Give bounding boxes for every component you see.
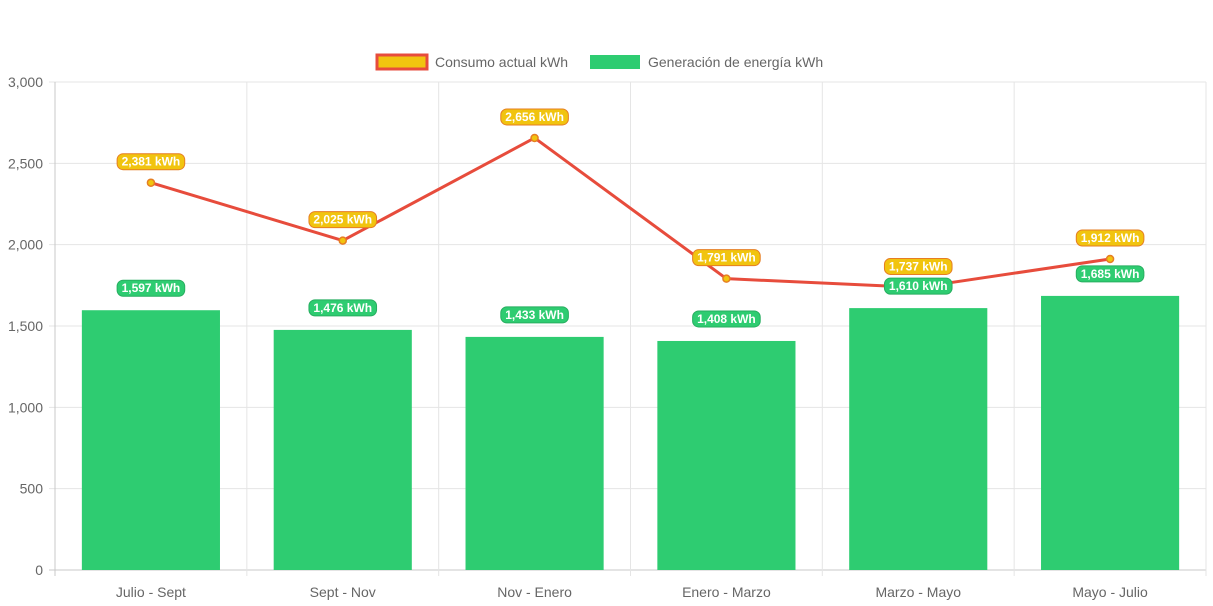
legend-swatch-consumo [375, 53, 429, 71]
y-tick-label: 1,000 [8, 399, 43, 415]
bar-data-label-text: 1,433 kWh [505, 308, 564, 322]
bar-data-label-bg [500, 306, 569, 324]
bar-data-label-bg [883, 277, 953, 295]
line-point [722, 274, 731, 283]
bar [81, 310, 220, 570]
bar-data-label-text: 1,610 kWh [889, 279, 948, 293]
legend-label-consumo: Consumo actual kWh [435, 54, 568, 70]
line-data-label: 2,656 kWh [500, 108, 569, 126]
bar-data-label: 1,476 kWh [308, 299, 378, 317]
chart-grid [49, 81, 1207, 576]
line-data-label: 1,791 kWh [692, 249, 761, 267]
line-point [1105, 254, 1115, 264]
x-tick-label: Enero - Marzo [682, 584, 771, 600]
line-data-label-text: 1,912 kWh [1081, 231, 1140, 245]
y-tick-label: 0 [35, 562, 43, 578]
bar-data-label-text: 1,476 kWh [313, 301, 372, 315]
line-data-label-text: 1,791 kWh [697, 251, 756, 265]
line-data-label-text: 1,737 kWh [889, 259, 948, 273]
line-data-label-bg [1075, 229, 1145, 247]
bar-data-label-bg [116, 279, 186, 297]
line-data-label: 2,025 kWh [308, 211, 378, 229]
x-tick-label: Mayo - Julio [1072, 584, 1148, 600]
bar [1041, 295, 1180, 570]
bar [849, 308, 988, 570]
line-data-label-bg [308, 211, 378, 229]
y-tick-label: 1,500 [8, 318, 43, 334]
bar-data-label-text: 1,408 kWh [697, 312, 756, 326]
x-tick-label: Sept - Nov [310, 584, 376, 600]
data-labels: 1,597 kWh 1,476 kWh 1,433 kWh 1,408 kWh 1,61… [116, 108, 1145, 328]
x-tick-label: Julio - Sept [116, 584, 186, 600]
line-data-label-text: 2,025 kWh [313, 213, 372, 227]
bar-data-label: 1,433 kWh [500, 306, 569, 324]
bar-data-label-text: 1,685 kWh [1081, 267, 1140, 281]
line-data-label-text: 2,656 kWh [505, 110, 564, 124]
line-point [338, 236, 347, 245]
y-axis: 0 500 1,000 1,500 2,000 2,500 3,000 [8, 74, 43, 578]
bar-data-label-bg [692, 310, 761, 328]
line-data-label: 1,737 kWh [883, 257, 953, 275]
x-tick-label: Marzo - Mayo [875, 584, 961, 600]
line-point [146, 178, 156, 187]
line-data-label-bg [500, 108, 569, 126]
line-data-label: 1,912 kWh [1075, 229, 1145, 247]
x-axis: Julio - Sept Sept - Nov Nov - Enero Enero -… [116, 584, 1148, 600]
legend-swatch-generacion [590, 55, 640, 69]
bar-data-label: 1,610 kWh [883, 277, 953, 295]
chart-legend[interactable]: Consumo actual kWh Generación de energía … [375, 53, 823, 71]
y-tick-label: 2,500 [8, 155, 43, 171]
bar-data-label: 1,597 kWh [116, 279, 186, 297]
line-data-label-text: 2,381 kWh [122, 155, 181, 169]
y-tick-label: 500 [20, 481, 44, 497]
line-data-label-bg [116, 153, 186, 171]
legend-item-generacion[interactable]: Generación de energía kWh [590, 54, 823, 70]
line-point [530, 133, 539, 143]
line-data-label-bg [883, 257, 953, 275]
line-data-label-bg [692, 249, 761, 267]
legend-item-consumo[interactable]: Consumo actual kWh [375, 53, 568, 71]
bar-data-label-text: 1,597 kWh [122, 281, 181, 295]
bar [465, 336, 604, 570]
y-tick-label: 2,000 [8, 237, 43, 253]
y-tick-label: 3,000 [8, 74, 43, 90]
x-tick-label: Nov - Enero [497, 584, 572, 600]
bar-data-label: 1,685 kWh [1075, 265, 1145, 283]
bar-data-label-bg [308, 299, 378, 317]
bar-data-label: 1,408 kWh [692, 310, 761, 328]
bar-data-label-bg [1075, 265, 1145, 283]
bar-series [81, 295, 1180, 570]
legend-label-generacion: Generación de energía kWh [648, 54, 823, 70]
bar [657, 340, 796, 570]
bar [273, 329, 412, 570]
line-data-label: 2,381 kWh [116, 153, 186, 171]
